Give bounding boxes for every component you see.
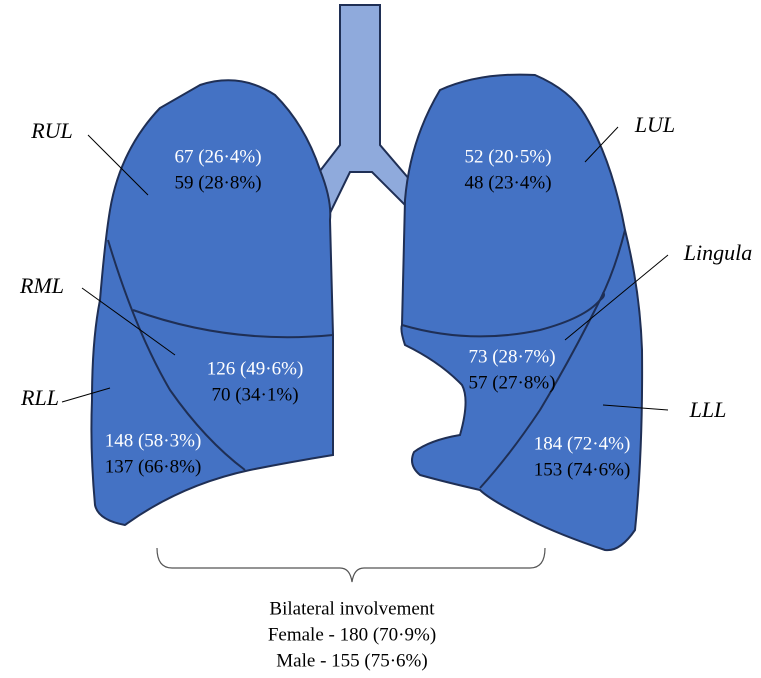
right-lung	[90, 79, 334, 527]
right-horizontal-fissure	[132, 309, 334, 339]
lingula-border	[401, 291, 605, 338]
lobe-label: RLL	[20, 385, 59, 410]
leader-line	[87, 134, 149, 196]
right-oblique-fissure	[107, 239, 246, 471]
left-oblique-fissure	[479, 229, 626, 489]
female-value: 184 (72·4%)	[534, 433, 631, 454]
bilateral-title: Bilateral involvement	[269, 598, 435, 619]
leader-line	[81, 287, 176, 356]
bilateral-female: Female - 180 (70·9%)	[268, 624, 436, 645]
bracket	[156, 547, 546, 583]
leader-line	[61, 387, 111, 403]
male-value: 70 (34·1%)	[211, 384, 298, 405]
female-value: 148 (58·3%)	[105, 430, 202, 451]
male-value: 57 (27·8%)	[468, 372, 555, 393]
leader-line	[602, 404, 669, 411]
male-value: 137 (66·8%)	[105, 456, 202, 477]
left-lung	[400, 73, 644, 552]
female-value: 73 (28·7%)	[468, 346, 555, 367]
female-value: 67 (26·4%)	[174, 146, 261, 167]
leader-line	[584, 126, 619, 163]
lobe-label: LUL	[634, 112, 675, 137]
lobe-label: RML	[19, 273, 64, 298]
bilateral-male: Male - 155 (75·6%)	[276, 650, 427, 671]
lobe-label: LLL	[689, 397, 727, 422]
female-value: 126 (49·6%)	[207, 358, 304, 379]
male-value: 59 (28·8%)	[174, 172, 261, 193]
male-value: 153 (74·6%)	[534, 459, 631, 480]
leader-line	[564, 254, 669, 341]
lobe-label: Lingula	[683, 240, 752, 265]
lobe-label: RUL	[30, 118, 73, 143]
female-value: 52 (20·5%)	[464, 146, 551, 167]
male-value: 48 (23·4%)	[464, 172, 551, 193]
trachea	[311, 4, 412, 216]
